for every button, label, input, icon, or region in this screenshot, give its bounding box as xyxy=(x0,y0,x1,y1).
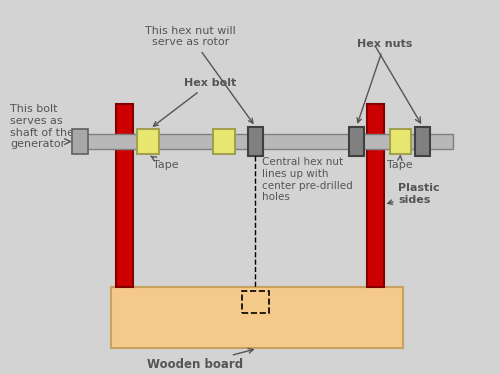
Bar xyxy=(137,129,159,154)
Bar xyxy=(416,127,430,156)
Bar xyxy=(214,129,235,154)
Bar xyxy=(72,134,453,150)
Bar xyxy=(349,127,364,156)
Bar xyxy=(112,287,404,349)
Text: Central hex nut
lines up with
center pre-drilled
holes: Central hex nut lines up with center pre… xyxy=(262,157,352,202)
Text: This bolt
serves as
shaft of the
generator: This bolt serves as shaft of the generat… xyxy=(10,104,74,149)
Text: Hex nuts: Hex nuts xyxy=(357,39,412,123)
Text: Hex bolt: Hex bolt xyxy=(154,78,236,126)
Text: This hex nut will
serve as rotor: This hex nut will serve as rotor xyxy=(145,26,253,123)
Bar xyxy=(116,104,133,287)
Text: Wooden board: Wooden board xyxy=(148,349,253,371)
Bar xyxy=(242,291,270,313)
Text: Tape: Tape xyxy=(151,156,178,171)
Text: Plastic
sides: Plastic sides xyxy=(388,183,440,205)
Bar xyxy=(248,127,263,156)
Bar xyxy=(72,129,88,154)
Bar xyxy=(390,129,411,154)
Bar xyxy=(367,104,384,287)
Text: Tape: Tape xyxy=(386,155,412,171)
